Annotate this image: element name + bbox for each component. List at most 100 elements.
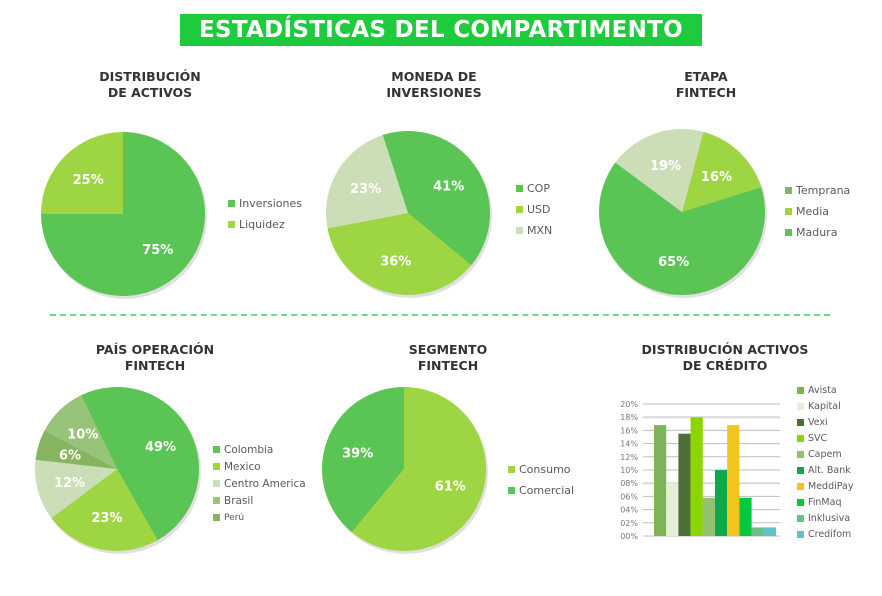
legend-distribucion-credito: Avista Kapital Vexi SVC Capem Alt. Bank MeddiP… <box>797 382 854 542</box>
legend-item: Inversiones <box>228 193 302 214</box>
legend-swatch-icon <box>213 446 220 453</box>
pie-value-label: 19% <box>650 159 681 174</box>
legend-swatch-icon <box>213 514 220 521</box>
legend-swatch-icon <box>516 227 523 234</box>
legend-item: FinMaq <box>797 494 854 510</box>
bar-vexi <box>678 433 691 536</box>
legend-swatch-icon <box>213 497 220 504</box>
chart-title-pais-operacion: PAÍS OPERACIÓN FINTECH <box>95 342 215 373</box>
bar-kapital <box>666 483 679 536</box>
legend-item: MXN <box>516 220 552 241</box>
legend-item: Alt. Bank <box>797 462 854 478</box>
pie-slice-madura <box>599 162 766 295</box>
legend-swatch-icon <box>797 402 804 410</box>
chart-title-etapa-fintech: ETAPA FINTECH <box>675 69 737 100</box>
legend-item: Kapital <box>797 398 854 414</box>
legend-swatch-icon <box>785 187 792 194</box>
legend-swatch-icon <box>516 206 523 213</box>
y-tick-label: 12% <box>620 453 638 462</box>
pie-slice-centro-america <box>35 459 118 519</box>
legend-swatch-icon <box>213 463 220 470</box>
pie-value-label: 16% <box>701 170 732 185</box>
pie-value-label: 41% <box>433 179 464 194</box>
pie-value-label: 25% <box>73 173 104 188</box>
legend-item: Colombia <box>213 441 306 458</box>
pie-value-label: 36% <box>380 255 411 270</box>
legend-item: Brasil <box>213 492 306 509</box>
legend-swatch-icon <box>228 221 235 228</box>
pie-value-label: 65% <box>658 255 689 270</box>
pie-value-label: 10% <box>67 428 98 443</box>
legend-item: Avista <box>797 382 854 398</box>
legend-item: Credifom <box>797 526 854 542</box>
chart-title-distribucion-credito: DISTRIBUCIÓN ACTIVOS DE CRÉDITO <box>641 342 809 373</box>
legend-item: SVC <box>797 430 854 446</box>
y-tick-label: 04% <box>620 506 638 515</box>
page-title: ESTADÍSTICAS DEL COMPARTIMENTO <box>180 14 702 46</box>
legend-swatch-icon <box>785 229 792 236</box>
legend-swatch-icon <box>797 530 804 538</box>
legend-item: Inklusiva <box>797 510 854 526</box>
legend-item: Vexi <box>797 414 854 430</box>
pie-slice-liquidez <box>41 132 123 214</box>
y-tick-label: 10% <box>620 466 638 475</box>
legend-swatch-icon <box>797 450 804 458</box>
y-tick-label: 18% <box>620 413 638 422</box>
legend-item: Consumo <box>508 459 574 480</box>
y-tick-label: 16% <box>620 426 638 435</box>
bar-svc <box>690 417 703 536</box>
legend-swatch-icon <box>785 208 792 215</box>
legend-swatch-icon <box>213 480 220 487</box>
legend-swatch-icon <box>508 466 515 473</box>
pie-slice-brasil <box>44 395 117 469</box>
pie-slice-usd <box>327 213 472 295</box>
pie-value-label: 61% <box>435 480 466 495</box>
legend-swatch-icon <box>797 482 804 490</box>
y-tick-label: 08% <box>620 479 638 488</box>
y-tick-label: 00% <box>620 532 638 541</box>
pie-value-label: 75% <box>142 243 173 258</box>
legend-item: Liquidez <box>228 214 302 235</box>
bar-capem <box>702 497 715 536</box>
chart-title-distribucion-activos: DISTRIBUCIÓN DE ACTIVOS <box>99 69 201 100</box>
pie-slice-comercial <box>322 387 404 533</box>
pie-value-label: 12% <box>54 476 85 491</box>
chart-title-segmento-fintech: SEGMENTO FINTECH <box>408 342 488 373</box>
y-tick-label: 20% <box>620 400 638 409</box>
legend-swatch-icon <box>228 200 235 207</box>
legend-swatch-icon <box>797 466 804 474</box>
legend-swatch-icon <box>516 185 523 192</box>
pie-slice-media <box>682 131 762 212</box>
pie-value-label: 6% <box>59 448 81 463</box>
bar-credifom <box>763 527 776 536</box>
bar-inklusiva <box>751 527 764 536</box>
legend-distribucion-activos: Inversiones Liquidez <box>228 193 302 235</box>
bar-finmaq <box>739 497 752 536</box>
legend-item: Capem <box>797 446 854 462</box>
pie-slice-temprana <box>615 129 704 212</box>
pie-slice-colombia <box>81 386 200 541</box>
legend-moneda-inversiones: COP USD MXN <box>516 178 552 241</box>
section-divider <box>50 314 830 316</box>
chart-title-moneda-inversiones: MONEDA DE INVERSIONES <box>386 69 482 100</box>
legend-pais-operacion: Colombia Mexico Centro America Brasil Pe… <box>213 441 306 526</box>
pie-value-label: 23% <box>350 182 381 197</box>
pie-value-label: 39% <box>342 446 373 461</box>
bar-avista <box>654 425 667 536</box>
legend-swatch-icon <box>797 418 804 426</box>
legend-item: Comercial <box>508 480 574 501</box>
y-tick-label: 14% <box>620 440 638 449</box>
pie-value-label: 23% <box>91 511 122 526</box>
pie-slice-cop <box>382 131 490 266</box>
legend-item: Madura <box>785 222 850 243</box>
legend-segmento-fintech: Consumo Comercial <box>508 459 574 501</box>
bar-meddipay <box>727 425 740 536</box>
legend-swatch-icon <box>797 386 804 394</box>
legend-item: MeddiPay <box>797 478 854 494</box>
legend-etapa-fintech: Temprana Media Madura <box>785 180 850 243</box>
pie-slice-per- <box>35 430 117 469</box>
